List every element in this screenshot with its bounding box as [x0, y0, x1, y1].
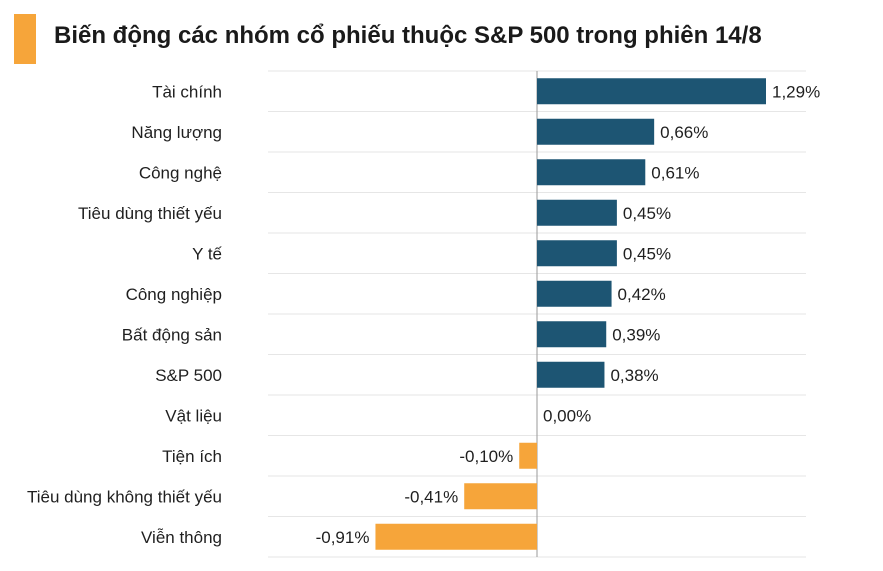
category-label: Công nghệ [139, 163, 222, 182]
category-label: Năng lượng [131, 123, 222, 142]
category-label: Tiêu dùng không thiết yếu [27, 487, 222, 506]
bar [537, 321, 607, 348]
category-label: Viễn thông [141, 528, 222, 547]
value-label: 0,38% [610, 366, 658, 385]
value-label: 0,66% [660, 123, 708, 142]
category-label: Công nghiệp [126, 285, 222, 304]
bar [537, 280, 612, 307]
value-label: 0,00% [543, 406, 591, 425]
bar [537, 199, 617, 226]
bar [537, 159, 646, 186]
category-label: Tài chính [152, 82, 222, 101]
value-label: -0,10% [459, 447, 513, 466]
bar [537, 361, 605, 388]
category-label: Bất động sản [122, 325, 222, 344]
value-label: 1,29% [772, 82, 820, 101]
category-label: Tiêu dùng thiết yếu [78, 204, 222, 223]
category-label: S&P 500 [155, 366, 222, 385]
bar [519, 442, 537, 469]
bar [537, 78, 766, 105]
bar [375, 523, 537, 550]
bar [537, 240, 617, 267]
category-label: Y tế [192, 244, 222, 263]
value-label: -0,41% [404, 487, 458, 506]
value-label: 0,42% [618, 285, 666, 304]
chart-title: Biến động các nhóm cổ phiếu thuộc S&P 50… [54, 22, 762, 49]
value-label: 0,45% [623, 244, 671, 263]
bar [537, 118, 655, 145]
category-label: Tiện ích [162, 447, 222, 466]
category-label: Vật liệu [165, 406, 222, 425]
title-accent-bar [14, 14, 36, 64]
value-label: 0,45% [623, 204, 671, 223]
value-label: 0,39% [612, 325, 660, 344]
value-label: -0,91% [316, 528, 370, 547]
value-label: 0,61% [651, 163, 699, 182]
bar [464, 483, 537, 510]
